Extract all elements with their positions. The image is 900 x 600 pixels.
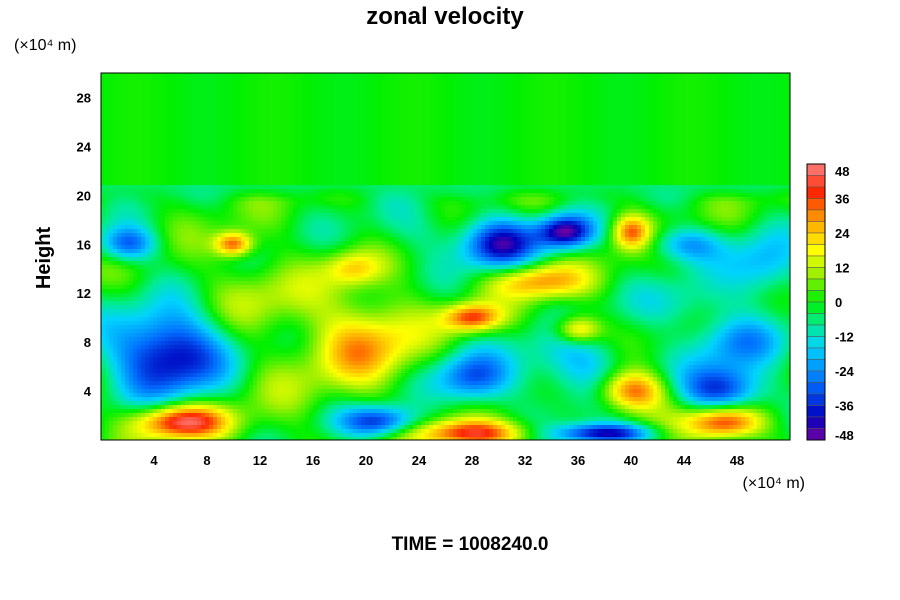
colorbar-tick-label: 0 bbox=[835, 295, 842, 310]
x-tick-label: 32 bbox=[518, 453, 532, 468]
y-axis-label: Height bbox=[33, 227, 55, 290]
colorbar-segment bbox=[807, 348, 825, 360]
heatmap-field bbox=[101, 73, 790, 440]
colorbar-tick-label: -48 bbox=[835, 428, 854, 443]
colorbar-segment bbox=[807, 371, 825, 383]
colorbar-segment bbox=[807, 187, 825, 199]
colorbar-segment bbox=[807, 233, 825, 245]
x-tick-label: 20 bbox=[359, 453, 373, 468]
x-tick-label: 24 bbox=[412, 453, 427, 468]
y-tick-label: 24 bbox=[77, 139, 92, 154]
colorbar-segment bbox=[807, 337, 825, 349]
colorbar-segment bbox=[807, 279, 825, 291]
time-label: TIME = 1008240.0 bbox=[392, 534, 549, 555]
y-axis-ticks: 4 8 12 16 20 24 28 bbox=[77, 90, 92, 399]
colorbar-segment bbox=[807, 291, 825, 303]
x-tick-label: 8 bbox=[203, 453, 210, 468]
x-tick-label: 40 bbox=[624, 453, 638, 468]
colorbar-tick-label: -36 bbox=[835, 399, 854, 414]
y-tick-label: 4 bbox=[84, 384, 92, 399]
x-axis-ticks: 4 8 12 16 20 24 28 32 36 40 44 48 bbox=[150, 453, 744, 468]
colorbar-segment bbox=[807, 302, 825, 314]
colorbar bbox=[807, 164, 825, 440]
x-axis-unit: (×10⁴ m) bbox=[743, 475, 805, 492]
colorbar-segment bbox=[807, 256, 825, 268]
colorbar-segment bbox=[807, 245, 825, 257]
x-tick-label: 12 bbox=[253, 453, 267, 468]
y-axis-unit: (×10⁴ m) bbox=[14, 37, 76, 54]
colorbar-segment bbox=[807, 268, 825, 280]
colorbar-segment bbox=[807, 210, 825, 222]
colorbar-segment bbox=[807, 360, 825, 372]
colorbar-labels: 48 36 24 12 0 -12 -24 -36 -48 bbox=[835, 164, 855, 443]
x-tick-label: 48 bbox=[730, 453, 744, 468]
colorbar-segment bbox=[807, 406, 825, 418]
colorbar-segment bbox=[807, 164, 825, 176]
x-tick-label: 28 bbox=[465, 453, 479, 468]
colorbar-segment bbox=[807, 222, 825, 234]
x-tick-label: 16 bbox=[306, 453, 320, 468]
colorbar-segment bbox=[807, 394, 825, 406]
colorbar-tick-label: -24 bbox=[835, 364, 855, 379]
colorbar-segment bbox=[807, 325, 825, 337]
colorbar-tick-label: 12 bbox=[835, 261, 849, 276]
colorbar-segment bbox=[807, 383, 825, 395]
x-tick-label: 44 bbox=[677, 453, 692, 468]
y-tick-label: 12 bbox=[77, 286, 91, 301]
x-tick-label: 4 bbox=[150, 453, 158, 468]
colorbar-tick-label: 24 bbox=[835, 226, 850, 241]
colorbar-segment bbox=[807, 429, 825, 441]
colorbar-tick-label: 48 bbox=[835, 164, 849, 179]
y-tick-label: 20 bbox=[77, 188, 91, 203]
colorbar-segment bbox=[807, 417, 825, 429]
colorbar-segment bbox=[807, 176, 825, 188]
x-tick-label: 36 bbox=[571, 453, 585, 468]
colorbar-tick-label: -12 bbox=[835, 330, 854, 345]
colorbar-tick-label: 36 bbox=[835, 192, 849, 207]
colorbar-segment bbox=[807, 199, 825, 211]
y-tick-label: 8 bbox=[84, 335, 91, 350]
chart-title: zonal velocity bbox=[366, 3, 524, 30]
colorbar-segment bbox=[807, 314, 825, 326]
y-tick-label: 28 bbox=[77, 90, 91, 105]
y-tick-label: 16 bbox=[77, 237, 91, 252]
